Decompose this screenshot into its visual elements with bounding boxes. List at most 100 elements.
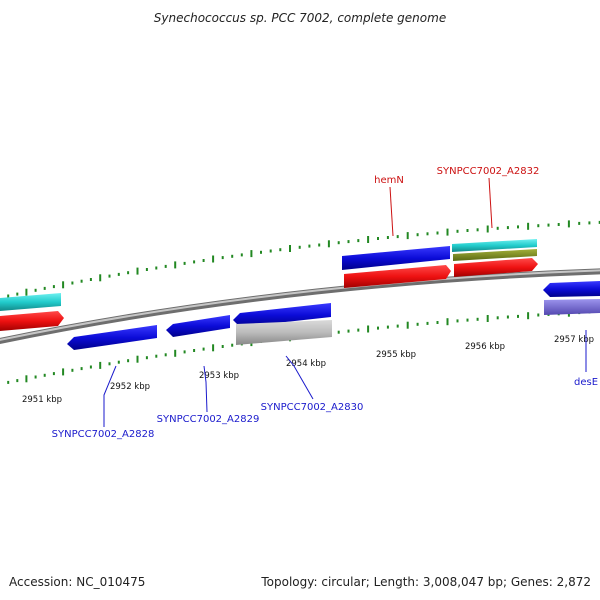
A2832-gene-feature[interactable] [454, 258, 538, 277]
inner-major-tick [446, 318, 449, 326]
inner-minor-tick [71, 368, 74, 372]
A2828-cds-feature[interactable] [67, 325, 157, 350]
inner-minor-tick [496, 316, 499, 320]
outer-minor-tick [318, 243, 321, 247]
gene-label-desE[interactable]: desE [574, 377, 598, 388]
map-title: Synechococcus sp. PCC 7002, complete gen… [154, 11, 446, 25]
feature-track-forward [0, 239, 538, 331]
A2828-leader [103, 365, 117, 427]
A2829-cds-feature[interactable] [166, 315, 230, 337]
outer-major-tick [567, 220, 570, 228]
trna-feature-left[interactable] [0, 293, 61, 311]
inner-minor-tick [117, 360, 120, 364]
outer-minor-tick [108, 274, 111, 278]
outer-major-tick [486, 225, 489, 233]
outer-minor-tick [193, 260, 196, 264]
outer-minor-tick [231, 254, 234, 258]
outer-major-tick [406, 232, 409, 240]
inner-major-tick [406, 321, 409, 329]
desE-cds-feature[interactable] [543, 281, 600, 297]
outer-minor-tick [347, 240, 350, 244]
inner-minor-tick [183, 350, 186, 354]
outer-minor-tick [145, 268, 148, 271]
label-leaders [103, 177, 587, 427]
A2832-leader [488, 177, 493, 229]
inner-minor-tick [34, 375, 37, 379]
outer-minor-tick [578, 221, 581, 225]
inner-minor-tick [16, 379, 19, 383]
inner-minor-tick [347, 329, 350, 333]
outer-minor-tick [16, 292, 19, 296]
outer-minor-tick [357, 239, 360, 243]
outer-minor-tick [260, 250, 262, 254]
outer-minor-tick [43, 286, 46, 290]
gene-label-A2828[interactable]: SYNPCC7002_A2828 [52, 429, 155, 440]
outer-minor-tick [127, 271, 130, 275]
A2832-misc-feature[interactable] [453, 249, 537, 261]
outer-minor-tick [476, 228, 479, 232]
scale-label-2957: 2957 kbp [554, 335, 594, 345]
outer-minor-tick [537, 224, 540, 228]
A2829-leader [203, 365, 208, 413]
gene-label-A2832[interactable]: SYNPCC7002_A2832 [437, 166, 540, 177]
gene-label-hemN[interactable]: hemN [374, 175, 404, 186]
inner-minor-tick [202, 347, 205, 351]
gene-label-A2830[interactable]: SYNPCC7002_A2830 [261, 402, 364, 413]
outer-minor-tick [337, 241, 340, 245]
hemN-cds-feature[interactable] [342, 246, 450, 270]
scale-label-2955: 2955 kbp [376, 350, 416, 360]
inner-minor-tick [43, 373, 46, 377]
outer-major-tick [174, 261, 177, 269]
genome-backbone [0, 268, 600, 344]
inner-major-tick [486, 315, 489, 322]
outer-tick-track [7, 220, 600, 298]
inner-minor-tick [466, 318, 469, 322]
outer-major-tick [446, 228, 449, 236]
inner-major-tick [212, 344, 215, 352]
scale-labels: 2951 kbp 2952 kbp 2953 kbp 2954 kbp 2955… [22, 335, 594, 405]
hemN-leader [389, 186, 394, 237]
outer-minor-tick [308, 244, 311, 248]
outer-major-tick [289, 245, 291, 252]
inner-minor-tick [231, 343, 234, 347]
inner-minor-tick [7, 380, 10, 384]
outer-major-tick [212, 255, 215, 263]
scale-label-2953: 2953 kbp [199, 371, 239, 381]
gene-label-A2829[interactable]: SYNPCC7002_A2829 [157, 414, 260, 425]
gene-feature-left[interactable] [0, 311, 64, 331]
inner-minor-tick [145, 356, 148, 360]
outer-minor-tick [7, 294, 10, 298]
A2830-pseudo-feature[interactable] [236, 320, 332, 345]
A2830-leader [285, 355, 314, 400]
outer-minor-tick [396, 235, 399, 239]
inner-major-tick [25, 375, 28, 383]
outer-minor-tick [426, 232, 429, 236]
outer-major-tick [99, 274, 102, 282]
inner-minor-tick [476, 317, 479, 321]
outer-minor-tick [588, 221, 591, 225]
outer-minor-tick [269, 249, 272, 253]
A2832-trna-feature[interactable] [452, 239, 537, 252]
hemN-gene-feature[interactable] [344, 265, 451, 288]
outer-minor-tick [183, 261, 186, 265]
A2830-cds-feature[interactable] [233, 303, 331, 327]
outer-major-tick [327, 240, 330, 248]
inner-minor-tick [537, 313, 540, 317]
inner-minor-tick [506, 315, 509, 319]
desE-other-feature[interactable] [544, 299, 600, 315]
outer-minor-tick [377, 237, 379, 240]
inner-major-tick [99, 361, 102, 369]
inner-minor-tick [108, 362, 111, 366]
outer-minor-tick [279, 248, 282, 252]
outer-major-tick [367, 236, 370, 243]
outer-minor-tick [456, 229, 459, 233]
inner-minor-tick [357, 328, 360, 332]
inner-major-tick [367, 325, 370, 333]
inner-major-tick [527, 312, 530, 320]
inner-minor-tick [52, 372, 55, 376]
inner-minor-tick [89, 365, 92, 369]
genome-summary-text: Topology: circular; Length: 3,008,047 bp… [260, 575, 591, 589]
outer-minor-tick [80, 279, 83, 283]
outer-minor-tick [155, 266, 158, 270]
